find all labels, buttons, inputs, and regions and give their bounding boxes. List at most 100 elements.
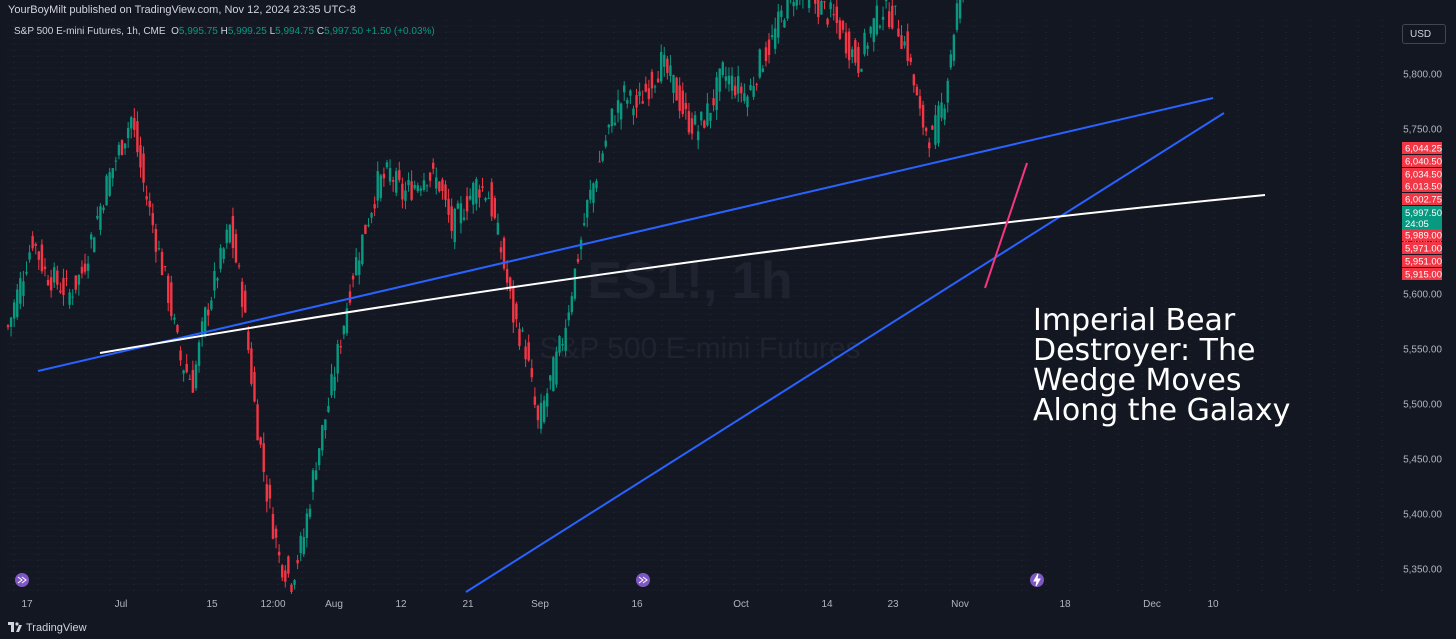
candle-body <box>268 484 272 499</box>
candle-body <box>34 243 37 246</box>
x-tick-label: Aug <box>325 599 343 610</box>
candle-body <box>96 215 99 219</box>
candle-body <box>188 378 191 380</box>
time-axis[interactable] <box>0 594 1456 617</box>
candle-body <box>404 190 407 201</box>
price-tag <box>1402 193 1442 205</box>
x-tick-label: 18 <box>1059 599 1071 610</box>
candle-body <box>872 18 875 42</box>
candle-body <box>509 277 512 292</box>
price-tag <box>1402 180 1442 192</box>
candle-body <box>758 49 761 78</box>
candle-body <box>265 484 269 502</box>
y-tick-label: 5,750.00 <box>1403 125 1442 136</box>
legend-open-label: O <box>171 26 179 37</box>
candle-body <box>40 244 44 272</box>
candle-body <box>912 74 916 86</box>
candle-body <box>431 162 435 169</box>
candle-body <box>499 247 503 253</box>
candle-body <box>928 142 931 149</box>
candle-body <box>690 118 694 134</box>
candle-body <box>586 199 589 218</box>
candle-body <box>558 336 561 353</box>
candle-body <box>656 78 660 83</box>
candle-body <box>539 402 543 429</box>
candle-body <box>274 528 278 538</box>
candle-body <box>222 248 225 260</box>
candle-body <box>684 102 688 110</box>
candle-body <box>687 111 691 133</box>
candle-body <box>271 513 275 539</box>
candle-body <box>521 330 524 332</box>
last-price-tag <box>1402 206 1442 230</box>
price-chart[interactable]: ES1!, 1h S&P 500 E-mini Futures 5,800.00 5… <box>0 0 1456 617</box>
x-tick-label: 21 <box>462 599 474 610</box>
candle-body <box>924 127 928 132</box>
legend-close: 5,997.50 <box>324 26 364 37</box>
candle-body <box>438 181 441 192</box>
candle-body <box>89 234 93 240</box>
candle-body <box>327 406 330 413</box>
candle-body <box>154 228 158 252</box>
candle-body <box>290 584 293 592</box>
wedge-lower-line[interactable] <box>465 112 1225 593</box>
candle-body <box>237 265 241 267</box>
currency-button[interactable]: USD <box>1402 24 1446 44</box>
price-tag-label: 5,971.00 <box>1405 244 1442 255</box>
candle-body <box>524 346 527 360</box>
candle-body <box>604 140 607 147</box>
candle-body <box>829 2 832 10</box>
candle-body <box>358 260 361 275</box>
candle-body <box>610 108 614 127</box>
candle-body <box>484 198 487 201</box>
candle-body <box>348 291 352 303</box>
candle-body <box>354 257 358 275</box>
candle-body <box>314 470 318 480</box>
candle-body <box>884 0 888 1</box>
candle-body <box>28 252 31 260</box>
candle-body <box>481 186 484 188</box>
candle-body <box>894 5 897 7</box>
candle-body <box>623 85 626 93</box>
wedge-upper-line[interactable] <box>37 97 1214 372</box>
price-tag <box>1402 229 1442 241</box>
candle-body <box>182 370 185 374</box>
candle-body <box>851 49 854 57</box>
candle-body <box>952 34 956 61</box>
candle-body <box>733 85 737 96</box>
candle-body <box>425 185 429 187</box>
candle-body <box>364 224 367 234</box>
candle-body <box>564 327 567 351</box>
candle-body <box>419 188 423 191</box>
x-tick-label: 23 <box>887 599 899 610</box>
pink-trend-line[interactable] <box>984 162 1028 289</box>
candle-body <box>361 234 364 265</box>
candle-body <box>903 41 906 46</box>
candle-body <box>512 287 515 323</box>
candle-body <box>142 153 145 183</box>
candle-body <box>311 470 315 492</box>
white-trend-line[interactable] <box>99 194 1266 354</box>
candle-body <box>857 47 860 73</box>
candle-body <box>345 308 349 334</box>
tradingview-logo-icon <box>8 622 22 632</box>
candle-body <box>302 537 305 555</box>
candle-body <box>598 161 601 163</box>
x-tick-label: Nov <box>951 599 969 610</box>
candle-body <box>629 90 632 96</box>
candle-body <box>123 143 127 149</box>
candle-body <box>395 171 398 193</box>
candle-body <box>696 131 700 141</box>
candle-body <box>718 68 721 92</box>
candle-body <box>53 267 56 283</box>
candle-body <box>317 448 321 466</box>
candle-body <box>780 10 783 17</box>
candle-body <box>650 71 654 89</box>
footer-bar: TradingView <box>0 617 1456 639</box>
candle-body <box>472 182 475 205</box>
candle-body <box>777 11 780 38</box>
candle-body <box>675 77 678 101</box>
price-axis[interactable] <box>1396 20 1456 594</box>
candle-body <box>536 405 540 421</box>
legend-low: 5,994.75 <box>275 26 315 37</box>
